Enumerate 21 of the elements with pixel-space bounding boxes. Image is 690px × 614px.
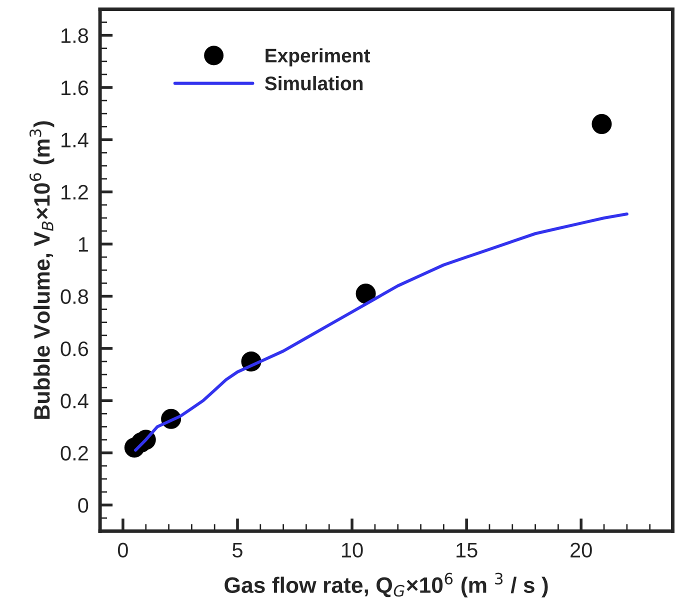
y-tick-label: 0.8 (60, 289, 88, 304)
y-tick-label: 0.4 (60, 394, 88, 408)
y-tick-label: 1 (78, 237, 88, 252)
y-tick-label: 1.8 (62, 28, 88, 44)
x-tick-label: 20 (570, 542, 592, 558)
x-tick-label: 0 (118, 542, 128, 558)
legend-label: Simulation (264, 76, 363, 90)
y-tick-label: 0 (78, 498, 88, 513)
y-tick-label: 0.6 (60, 341, 88, 356)
y-tick-label: 1.2 (62, 184, 88, 200)
point (592, 114, 612, 134)
x-tick-label: 5 (232, 542, 242, 558)
y-tick-label: 1.4 (62, 132, 88, 148)
y-tick-label: 1.6 (62, 80, 88, 96)
x-tick-label: 15 (456, 542, 478, 558)
x-axis-title: Gas flow rate, Q$_{G}$×10$^{6}$ (m $^{3}$ / s ) (224, 572, 548, 598)
x-tick-label: 10 (342, 542, 363, 558)
y-tick-label: 0.2 (60, 446, 88, 461)
y-axis-title: Bubble Volume, V$_{B}$×10$^{6}$ (m$^{3}$) (30, 121, 54, 419)
point (356, 284, 376, 304)
legend-label: Experiment (266, 48, 370, 66)
